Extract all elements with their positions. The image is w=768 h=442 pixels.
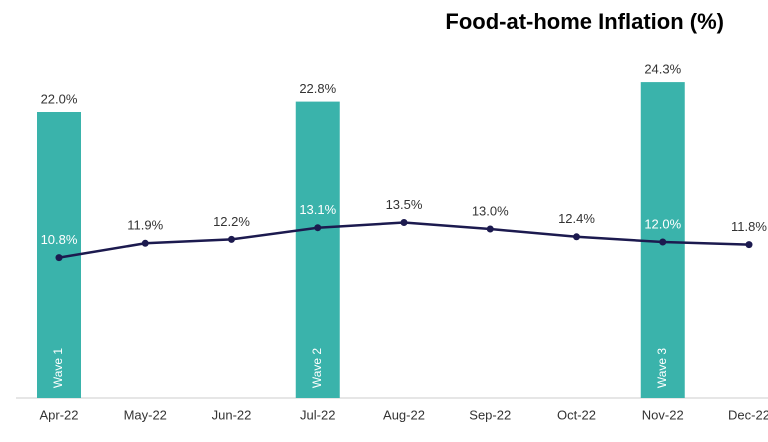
- line-point: [659, 238, 667, 246]
- bar-label: Wave 3: [655, 348, 669, 389]
- x-tick-label: Jul-22: [300, 407, 335, 422]
- line-value-label: 13.0%: [472, 203, 509, 218]
- line-point: [745, 241, 753, 249]
- bar-value-label: 22.8%: [299, 81, 336, 96]
- bar-label: Wave 1: [51, 348, 65, 389]
- x-tick-label: Oct-22: [557, 407, 596, 422]
- line-point: [55, 254, 63, 262]
- line-point: [228, 235, 235, 243]
- bar: [295, 101, 340, 398]
- line-value-label: 13.1%: [299, 202, 336, 217]
- line-point: [314, 224, 322, 232]
- line-value-label: 12.4%: [558, 211, 595, 226]
- bar-label: Wave 2: [310, 348, 324, 389]
- line-value-label: 10.8%: [41, 232, 78, 247]
- x-tick-label: Aug-22: [383, 407, 425, 422]
- line-value-label: 12.2%: [213, 214, 250, 229]
- x-tick-label: May-22: [124, 407, 167, 422]
- line-value-label: 11.9%: [127, 218, 163, 233]
- line-point: [400, 219, 408, 226]
- chart-title: Food-at-home Inflation (%): [445, 9, 724, 34]
- line-value-label: 12.0%: [644, 216, 681, 231]
- line-value-label: 11.8%: [731, 219, 767, 234]
- x-tick-label: Dec-22: [728, 407, 768, 422]
- x-tick-label: Apr-22: [39, 407, 78, 422]
- line-point: [573, 233, 580, 241]
- bar-value-label: 22.0%: [41, 91, 78, 106]
- line-point: [141, 239, 149, 247]
- x-tick-label: Sep-22: [469, 407, 511, 422]
- x-tick-label: Nov-22: [642, 407, 684, 422]
- x-tick-label: Jun-22: [212, 407, 252, 422]
- line-point: [486, 225, 494, 233]
- bar-value-label: 24.3%: [644, 62, 681, 77]
- line-value-label: 13.5%: [386, 197, 423, 212]
